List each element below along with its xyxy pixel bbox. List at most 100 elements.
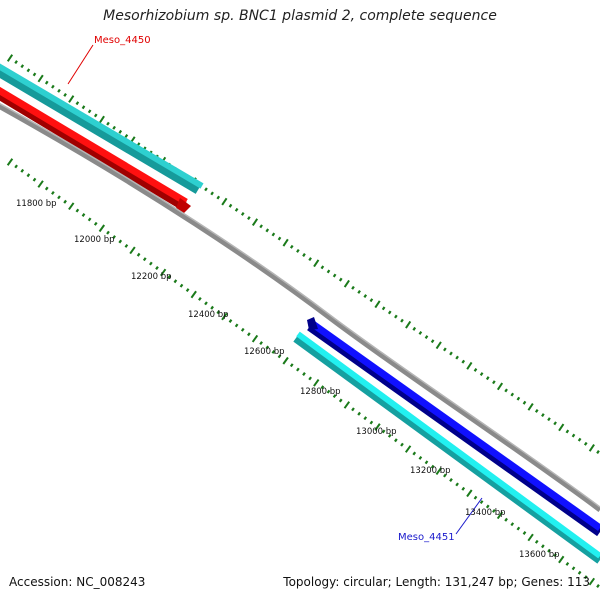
inner-tick xyxy=(565,561,570,566)
inner-tick xyxy=(185,288,190,293)
inner-tick xyxy=(210,305,214,310)
inner-tick xyxy=(553,553,557,558)
inner-tick xyxy=(32,177,37,182)
inner-tick xyxy=(81,213,86,217)
outer-tick xyxy=(118,129,123,134)
outer-tick xyxy=(534,409,539,413)
inner-tick xyxy=(37,180,44,188)
outer-tick xyxy=(504,388,508,393)
gene-label-meso-4450[interactable]: Meso_4450 xyxy=(94,35,151,46)
inner-tick xyxy=(124,243,129,248)
inner-tick xyxy=(44,186,49,191)
inner-tick xyxy=(173,279,178,284)
inner-tick xyxy=(496,511,504,520)
outer-tick-track xyxy=(6,54,600,454)
inner-tick xyxy=(282,356,289,365)
inner-tick xyxy=(216,310,221,315)
accession-text: Accession: NC_008243 xyxy=(9,575,146,589)
inner-tick xyxy=(190,290,197,299)
inner-tick xyxy=(136,252,141,257)
outer-tick xyxy=(461,359,466,364)
scale-label: 12600 bp xyxy=(244,347,285,357)
inner-tick xyxy=(167,274,172,279)
scale-label: 11800 bp xyxy=(16,199,57,209)
outer-tick xyxy=(234,207,239,212)
outer-tick xyxy=(435,341,442,350)
outer-tick xyxy=(583,441,588,446)
outer-tick xyxy=(394,314,398,319)
outer-tick xyxy=(210,191,214,196)
outer-tick xyxy=(37,74,44,83)
outer-tick xyxy=(277,236,282,241)
outer-tick xyxy=(313,259,320,268)
inner-tick xyxy=(381,429,386,434)
inner-tick xyxy=(326,389,331,394)
backbone-line xyxy=(0,103,600,513)
outer-tick xyxy=(106,121,110,126)
inner-tick xyxy=(369,420,374,425)
inner-tick xyxy=(479,500,484,505)
inner-tick xyxy=(118,239,123,244)
outer-tick xyxy=(588,444,595,452)
inner-tick xyxy=(308,376,312,381)
outer-tick xyxy=(400,318,404,323)
inner-tick xyxy=(400,442,404,447)
inner-tick xyxy=(534,539,539,544)
inner-tick xyxy=(332,394,337,399)
outer-tick xyxy=(387,310,392,315)
outer-tick xyxy=(374,300,381,309)
inner-tick xyxy=(129,246,136,255)
outer-tick xyxy=(596,450,600,454)
inner-tick xyxy=(466,489,473,498)
outer-tick xyxy=(57,88,61,93)
inner-tick xyxy=(265,345,270,350)
inner-tick xyxy=(51,190,55,195)
outer-tick xyxy=(68,95,75,103)
outer-tick xyxy=(259,224,263,229)
map-title: Mesorhizobium sp. BNC1 plasmid 2, comple… xyxy=(103,8,497,24)
outer-tick xyxy=(332,273,337,278)
inner-tick xyxy=(259,341,263,346)
outer-tick xyxy=(44,80,49,85)
inner-tick xyxy=(596,584,600,588)
outer-tick xyxy=(558,423,565,432)
inner-tick xyxy=(435,467,442,475)
outer-tick xyxy=(251,218,259,227)
outer-tick xyxy=(51,84,55,89)
outer-tick xyxy=(449,351,453,356)
outer-tick xyxy=(87,109,92,114)
outer-tick xyxy=(369,298,374,303)
inner-tick xyxy=(296,367,300,372)
outer-tick xyxy=(112,125,116,130)
inner-tick xyxy=(583,575,588,580)
inner-tick xyxy=(571,566,576,571)
outer-tick xyxy=(496,382,504,391)
outer-tick xyxy=(479,372,484,376)
outer-tick xyxy=(320,265,325,270)
outer-tick xyxy=(240,212,245,216)
scale-label: 12200 bp xyxy=(131,272,172,282)
outer-tick xyxy=(308,257,312,262)
inner-tick xyxy=(485,504,490,509)
inner-tick xyxy=(204,301,208,306)
inner-tick-track xyxy=(6,158,600,588)
inner-tick xyxy=(93,221,98,226)
outer-tick xyxy=(418,331,423,335)
gene-label-meso-4451[interactable]: Meso_4451 xyxy=(398,532,455,543)
inner-tick xyxy=(320,385,325,390)
scale-labels: 11800 bp 12000 bp 12200 bp 12400 bp 12600 bp… xyxy=(16,199,560,560)
outer-tick xyxy=(492,380,496,385)
gene-meso-4451[interactable] xyxy=(307,317,600,537)
scale-label: 13600 bp xyxy=(519,550,560,560)
outer-tick xyxy=(32,72,37,77)
inner-tick xyxy=(228,319,233,323)
inner-tick xyxy=(149,261,153,266)
inner-tick xyxy=(289,363,294,368)
gene-meso-4450[interactable] xyxy=(0,86,191,213)
outer-tick xyxy=(26,68,31,73)
outer-tick xyxy=(228,203,233,208)
inner-tick xyxy=(404,445,412,453)
outer-tick xyxy=(265,228,270,233)
outer-tick xyxy=(221,197,228,206)
scale-label: 13000 bp xyxy=(356,427,397,437)
